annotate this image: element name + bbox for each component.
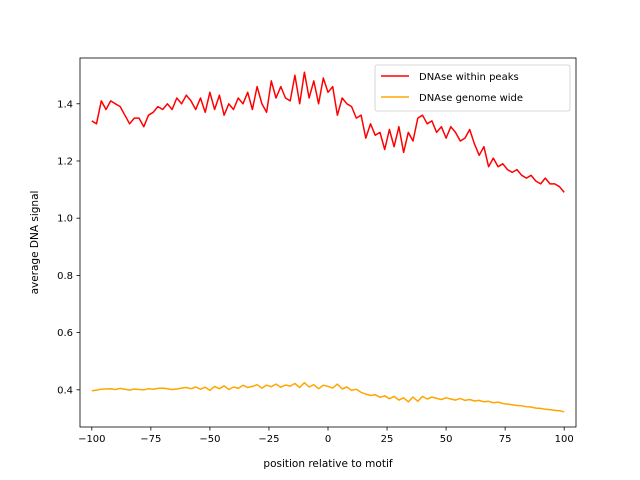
series-line-genome-wide bbox=[91, 381, 565, 413]
series-line-within-peaks bbox=[91, 71, 565, 193]
legend-label-within-peaks: DNAse within peaks bbox=[419, 72, 519, 83]
x-tick-label: −25 bbox=[258, 434, 279, 445]
x-tick-label: −75 bbox=[140, 434, 161, 445]
x-tick-label: 0 bbox=[325, 434, 331, 445]
x-axis-label: position relative to motif bbox=[263, 458, 392, 470]
legend-box bbox=[374, 64, 571, 112]
y-tick-label: 1.2 bbox=[57, 156, 73, 167]
legend-label-genome-wide: DNAse genome wide bbox=[419, 93, 523, 104]
series-layer bbox=[91, 71, 565, 413]
x-tick-label: −50 bbox=[199, 434, 220, 445]
legend: DNAse within peaks DNAse genome wide bbox=[374, 64, 571, 112]
x-axis-ticks: −100 −75 −50 −25 0 25 50 75 100 bbox=[78, 427, 574, 445]
y-tick-label: 1.0 bbox=[57, 214, 73, 225]
y-tick-label: 0.6 bbox=[57, 328, 73, 339]
y-axis-label: average DNA signal bbox=[29, 191, 41, 295]
y-tick-label: 0.4 bbox=[57, 385, 73, 396]
x-tick-label: 25 bbox=[381, 434, 394, 445]
x-tick-label: 75 bbox=[499, 434, 512, 445]
x-tick-label: 50 bbox=[440, 434, 453, 445]
y-axis-ticks: 0.4 0.6 0.8 1.0 1.2 1.4 bbox=[57, 99, 80, 396]
y-tick-label: 0.8 bbox=[57, 271, 73, 282]
axes-frame bbox=[79, 57, 577, 428]
y-tick-label: 1.4 bbox=[57, 99, 73, 110]
x-tick-label: −100 bbox=[78, 434, 105, 445]
x-tick-label: 100 bbox=[555, 434, 574, 445]
